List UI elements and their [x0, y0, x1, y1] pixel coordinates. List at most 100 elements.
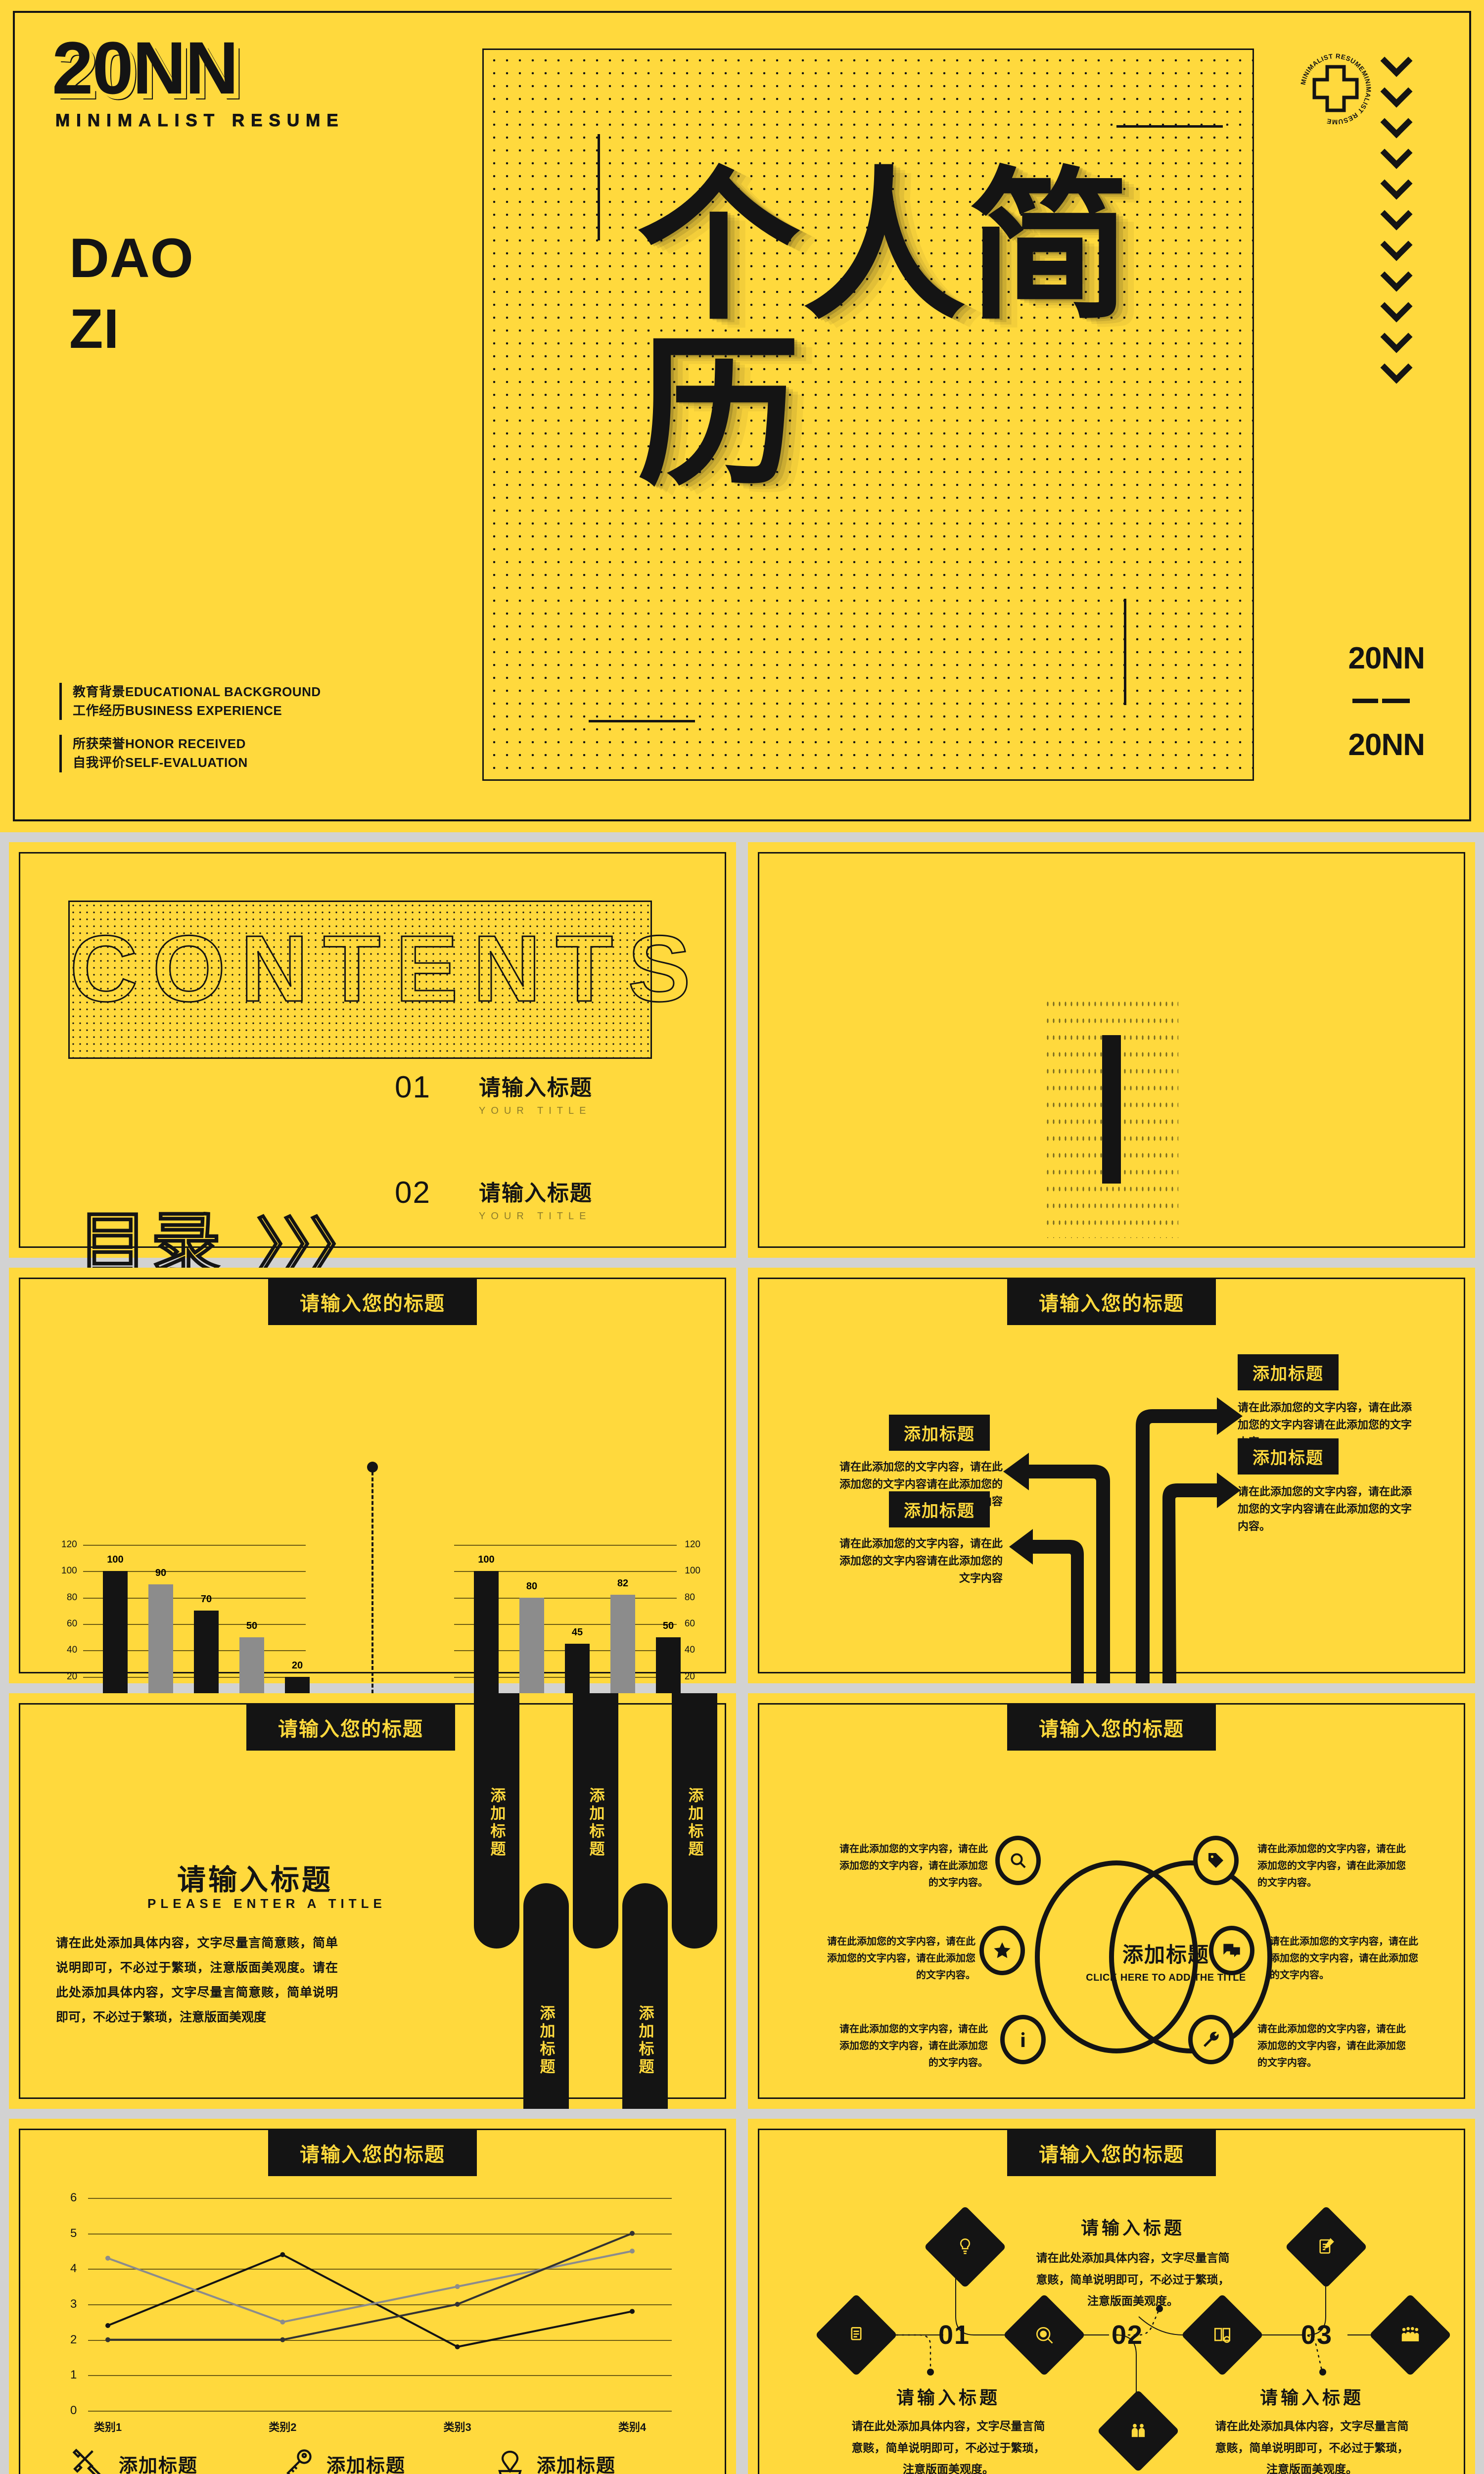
bar-value-label: 20 [291, 1660, 303, 1671]
ribbon-1-label: 添加标题 [488, 1787, 506, 1858]
bar-value-label: 80 [526, 1580, 538, 1592]
bar: 90 [148, 1568, 173, 1703]
chevron-down-icon [1380, 259, 1413, 292]
people-diamond-icon[interactable] [1097, 2389, 1180, 2473]
step-2-heading: 请输入标题 [1080, 2218, 1185, 2238]
ribbon-heading-en: PLEASE ENTER A TITLE [147, 1896, 386, 1911]
bar-value-label: 82 [617, 1578, 629, 1589]
ribbon-4-label: 添加标题 [636, 2005, 654, 2076]
ribbon-5[interactable]: 添加标题 [672, 1693, 717, 1949]
ribbon-2-label: 添加标题 [537, 2005, 555, 2076]
item-number: 02 [395, 1176, 431, 1210]
arrow-label-right-top: 添加标题 [1238, 1354, 1339, 1390]
step-3-heading: 请输入标题 [1259, 2387, 1364, 2408]
line-chart: 0 1 2 3 4 5 6 类别1 类别2 类别3 类别4 [70, 2191, 672, 2433]
ribbon-body: 请在此处添加具体内容，文字尽量言简意赅，简单说明即可，不必过于繁琐，注意版面美观… [56, 1936, 338, 2024]
line-chart-series [105, 2231, 635, 2349]
bar: 50 [239, 1620, 264, 1703]
cross-icon: MINIMALIST RESUMEMINIMALIST RESUME [1299, 52, 1372, 126]
arrow-label-left-top: 添加标题 [889, 1415, 990, 1451]
lamp-diamond-icon[interactable] [815, 2293, 898, 2377]
chevron-down-icon [1380, 137, 1413, 169]
cover-year: 20NN [52, 26, 238, 109]
venn-center-subtitle: CLICK HERE TO ADD THE TITLE [1086, 1972, 1246, 1983]
bar: 50 [656, 1620, 681, 1703]
y-tick-label: 1 [70, 2368, 77, 2382]
block-line-1: 所获荣誉HONOR RECEIVED [73, 736, 246, 752]
tag-icon[interactable] [1193, 1836, 1239, 1885]
feature-3-title: 添加标题 [537, 2456, 616, 2474]
bar: 80 [519, 1581, 544, 1703]
chevron-down-icon [1380, 106, 1413, 139]
slide-title: 请输入您的标题 [1007, 1279, 1216, 1325]
y-tick-label: 3 [70, 2297, 77, 2311]
block-text: 所获荣誉HONOR RECEIVED 自我评价SELF-EVALUATION [73, 735, 248, 772]
target-diamond-icon[interactable] [1003, 2293, 1086, 2377]
info-icon[interactable] [1000, 2015, 1046, 2064]
bar-value-label: 50 [662, 1620, 674, 1631]
arrow-label-right-bottom: 添加标题 [1238, 1438, 1339, 1475]
gridline [88, 2411, 672, 2412]
tick-mark [1124, 599, 1126, 705]
step-3-text: 请在此处添加具体内容，文字尽量言简意赅，简单说明即可，不必过于繁琐，注意版面美观… [1215, 2420, 1409, 2474]
slide-frame [758, 1278, 1465, 1673]
bulb-diamond-icon[interactable] [924, 2205, 1007, 2288]
tick-mark [598, 134, 600, 240]
block-bar [59, 735, 62, 772]
tick-mark [589, 720, 695, 722]
ribbon-5-label: 添加标题 [686, 1787, 703, 1858]
chevron-down-icon [1380, 198, 1413, 231]
slide-bar-charts: 请输入您的标题 120 100 80 60 40 20 0 1009070502… [9, 1268, 736, 1881]
group-diamond-icon[interactable] [1369, 2293, 1452, 2377]
list-item[interactable]: 02 请输入标题 YOUR TITLE [395, 1175, 672, 1222]
data-point [280, 2252, 285, 2257]
step-2-text: 请在此处添加具体内容，文字尽量言简意赅，简单说明即可，不必过于繁琐，注意版面美观… [1036, 2251, 1230, 2308]
slide-frame [19, 2129, 726, 2474]
list-item[interactable]: 01 请输入标题 YOUR TITLE [395, 1070, 672, 1117]
slide-venn: 请输入您的标题 添加标题 CLICK HERE TO ADD THE TITLE [748, 1693, 1475, 2109]
cover-hero-panel: 个人简历 [482, 48, 1254, 781]
wrench-icon[interactable] [1188, 2015, 1234, 2064]
pen-diamond-icon[interactable] [1285, 2205, 1368, 2288]
block-line-1: 教育背景EDUCATIONAL BACKGROUND [73, 684, 321, 699]
star-icon[interactable] [979, 1926, 1025, 1975]
ribbon-3[interactable]: 添加标题 [573, 1693, 618, 1949]
ribbon-1[interactable]: 添加标题 [474, 1693, 519, 1949]
chevron-down-icon [1380, 167, 1413, 200]
venn-text-right-3: 请在此添加您的文字内容，请在此添加您的文字内容，请在此添加您的文字内容。 [1257, 2024, 1406, 2068]
ribbon-4[interactable]: 添加标题 [622, 1883, 668, 2109]
gridline [88, 2269, 672, 2270]
gridline [88, 2233, 672, 2235]
step-1-heading: 请输入标题 [896, 2387, 1000, 2408]
svg-text:MINIMALIST RESUMEMINIMALIST RE: MINIMALIST RESUMEMINIMALIST RESUME [1299, 52, 1372, 126]
bar-value-label: 45 [571, 1627, 583, 1638]
chevron-down-icon [1380, 229, 1413, 261]
ribbon-2[interactable]: 添加标题 [523, 1883, 569, 2109]
book-diamond-icon[interactable] [1181, 2293, 1264, 2377]
cover-hero-title: 个人简历 [637, 155, 1133, 505]
line-series [107, 2250, 633, 2323]
bar-value-label: 50 [246, 1620, 258, 1631]
venn-text-left-2: 请在此添加您的文字内容，请在此添加您的文字内容，请在此添加您的文字内容。 [827, 1936, 975, 1981]
cover-year-top: 20NN [1348, 641, 1425, 675]
data-point [630, 2231, 635, 2236]
chat-icon[interactable] [1209, 1926, 1254, 1975]
step-1-text: 请在此处添加具体内容，文字尽量言简意赅，简单说明即可，不必过于繁琐，注意版面美观… [851, 2420, 1045, 2474]
slide-arrows: 请输入您的标题 添加标题 请在此添加您的文字内容，请在此添加您的文字内容请在此添… [748, 1268, 1475, 1683]
slide-frame [19, 1703, 726, 2099]
chevron-down-icon [1380, 290, 1413, 323]
venn-center-label: 添加标题 CLICK HERE TO ADD THE TITLE [1037, 1938, 1295, 1984]
block-line-2: 自我评价SELF-EVALUATION [73, 755, 248, 770]
dashed-divider [371, 1466, 373, 1876]
cover-subtitle: MINIMALIST RESUME [55, 111, 345, 131]
data-point [280, 2319, 285, 2325]
cover-name: DAO ZI [69, 223, 194, 365]
search-icon[interactable] [995, 1836, 1041, 1885]
feature-2: 添加标题 请在此添加您的文字内容，请在此添加您的文字内容。请在此添加您的文字内容… [286, 2449, 494, 2474]
block-line-2: 工作经历BUSINESS EXPERIENCE [73, 703, 282, 718]
slide-title: 请输入您的标题 [268, 2130, 477, 2176]
feature-1: 添加标题 请在此添加您的文字内容，请在此添加您的文字内容。请在此添加您的文字内容… [72, 2448, 286, 2474]
step-3-number: 03 [1301, 2320, 1333, 2350]
data-point [105, 2337, 110, 2342]
